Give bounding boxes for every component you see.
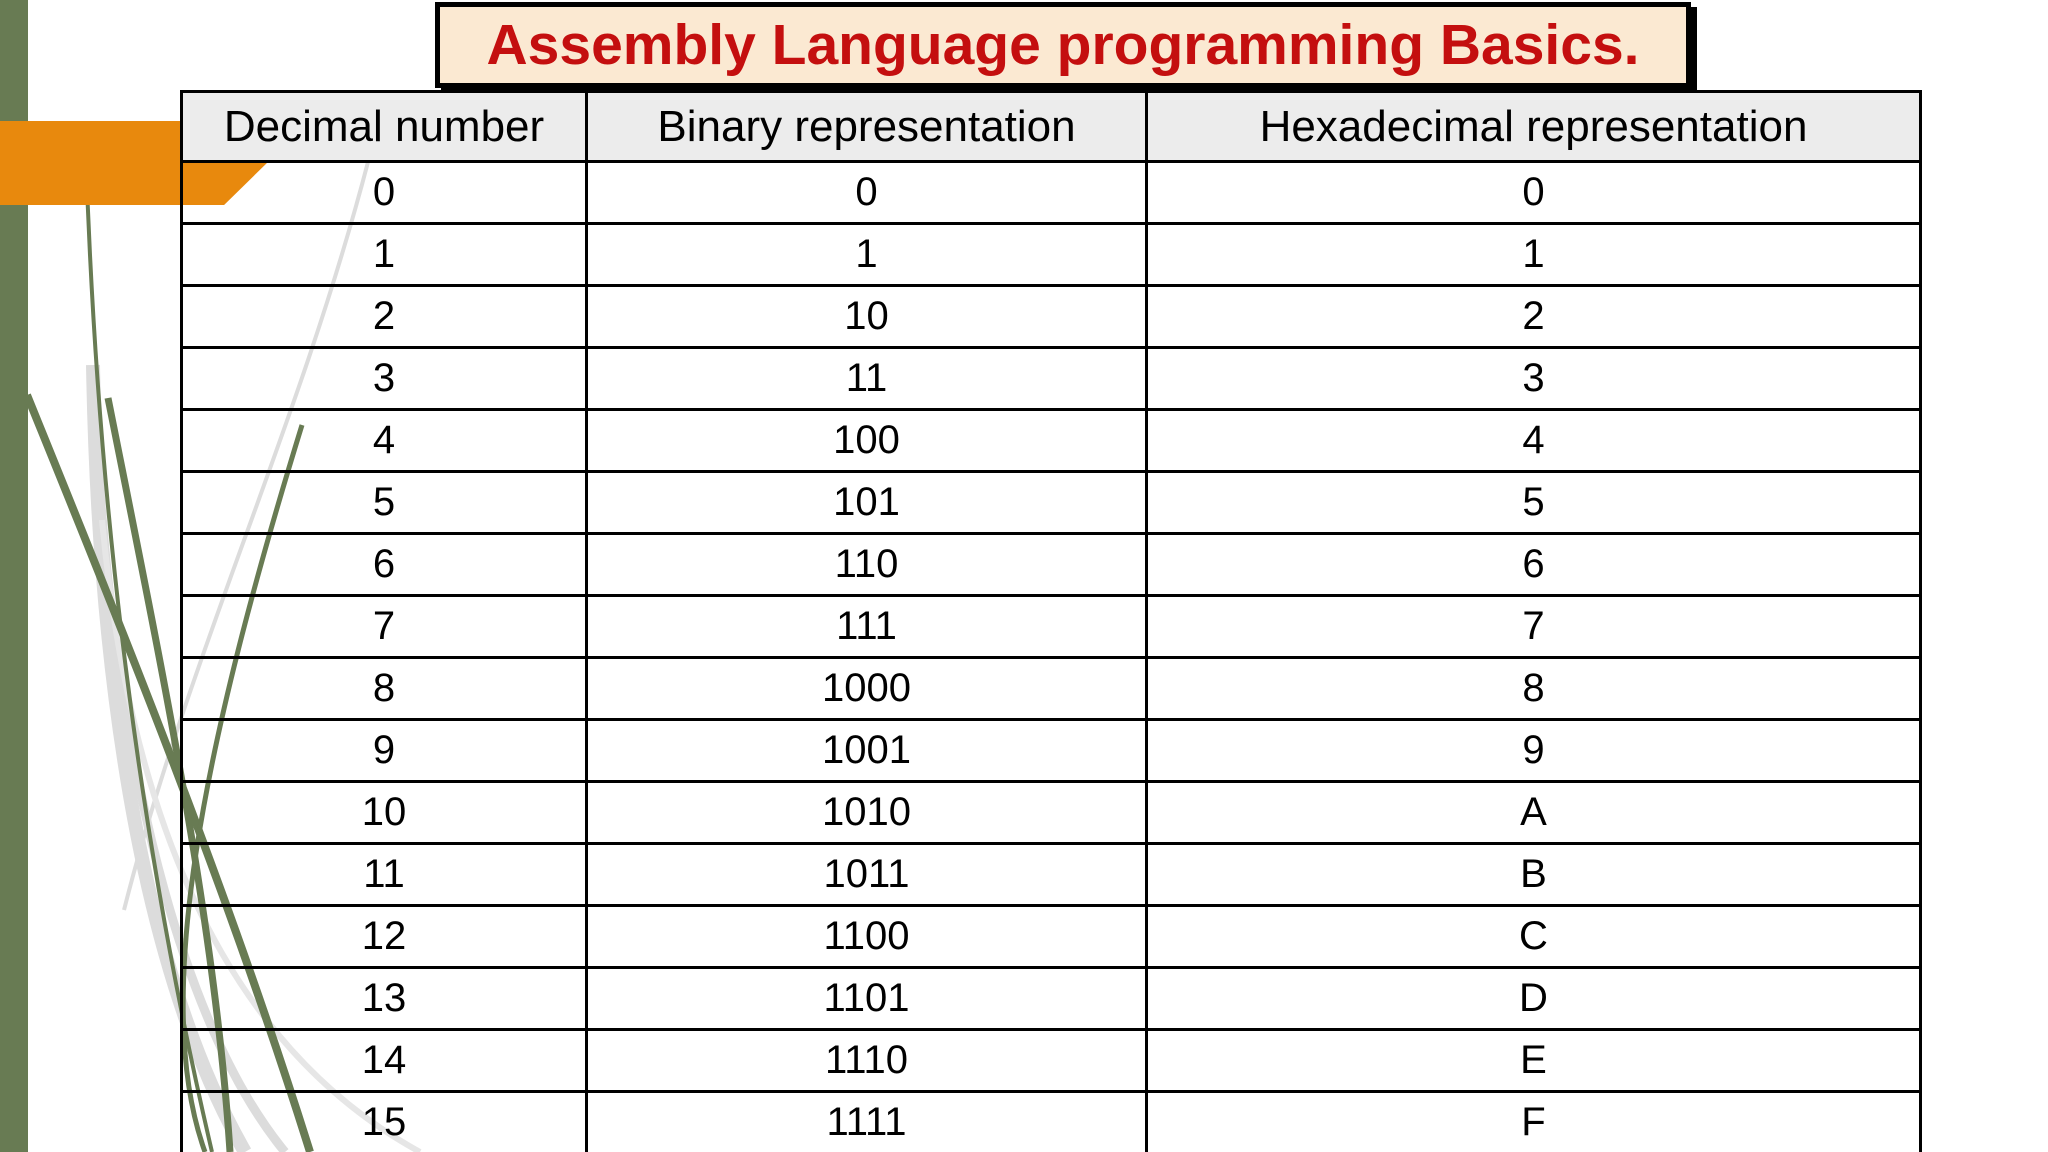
cell-decimal: 5 bbox=[180, 470, 588, 535]
cell-decimal: 0 bbox=[180, 160, 588, 225]
cell-hex: 4 bbox=[1145, 408, 1922, 473]
cell-hex: 8 bbox=[1145, 656, 1922, 721]
cell-binary: 1010 bbox=[585, 780, 1148, 845]
table-row: 12 1100 C bbox=[180, 904, 1922, 969]
table-row: 9 1001 9 bbox=[180, 718, 1922, 783]
table-row: 15 1111 F bbox=[180, 1090, 1922, 1152]
orange-ribbon bbox=[0, 121, 180, 205]
table-row: 10 1010 A bbox=[180, 780, 1922, 845]
cell-binary: 110 bbox=[585, 532, 1148, 597]
cell-binary: 1000 bbox=[585, 656, 1148, 721]
cell-decimal: 3 bbox=[180, 346, 588, 411]
table-row: 2 10 2 bbox=[180, 284, 1922, 349]
cell-hex: F bbox=[1145, 1090, 1922, 1152]
cell-decimal: 13 bbox=[180, 966, 588, 1031]
cell-binary: 1110 bbox=[585, 1028, 1148, 1093]
table-row: 13 1101 D bbox=[180, 966, 1922, 1031]
cell-hex: 5 bbox=[1145, 470, 1922, 535]
cell-decimal: 2 bbox=[180, 284, 588, 349]
table-row: 3 11 3 bbox=[180, 346, 1922, 411]
cell-decimal: 12 bbox=[180, 904, 588, 969]
table-row: 8 1000 8 bbox=[180, 656, 1922, 721]
cell-hex: C bbox=[1145, 904, 1922, 969]
cell-hex: B bbox=[1145, 842, 1922, 907]
cell-binary: 0 bbox=[585, 160, 1148, 225]
cell-binary: 1 bbox=[585, 222, 1148, 287]
table-row: 4 100 4 bbox=[180, 408, 1922, 473]
cell-decimal: 6 bbox=[180, 532, 588, 597]
cell-hex: 0 bbox=[1145, 160, 1922, 225]
title-box: Assembly Language programming Basics. bbox=[435, 2, 1691, 88]
cell-binary: 111 bbox=[585, 594, 1148, 659]
cell-hex: 3 bbox=[1145, 346, 1922, 411]
cell-hex: 9 bbox=[1145, 718, 1922, 783]
cell-binary: 1011 bbox=[585, 842, 1148, 907]
cell-binary: 100 bbox=[585, 408, 1148, 473]
table-row: 14 1110 E bbox=[180, 1028, 1922, 1093]
cell-hex: 7 bbox=[1145, 594, 1922, 659]
column-header-binary: Binary representation bbox=[585, 90, 1148, 163]
table-row: 6 110 6 bbox=[180, 532, 1922, 597]
cell-hex: 1 bbox=[1145, 222, 1922, 287]
cell-decimal: 9 bbox=[180, 718, 588, 783]
column-header-decimal: Decimal number bbox=[180, 90, 588, 163]
cell-binary: 11 bbox=[585, 346, 1148, 411]
cell-binary: 1101 bbox=[585, 966, 1148, 1031]
conversion-table: Decimal number Binary representation Hexad… bbox=[180, 90, 1922, 1152]
cell-hex: D bbox=[1145, 966, 1922, 1031]
table-row: 7 111 7 bbox=[180, 594, 1922, 659]
cell-decimal: 7 bbox=[180, 594, 588, 659]
table-row: 5 101 5 bbox=[180, 470, 1922, 535]
cell-binary: 10 bbox=[585, 284, 1148, 349]
cell-binary: 1001 bbox=[585, 718, 1148, 783]
cell-decimal: 14 bbox=[180, 1028, 588, 1093]
cell-hex: 6 bbox=[1145, 532, 1922, 597]
cell-decimal: 4 bbox=[180, 408, 588, 473]
cell-decimal: 1 bbox=[180, 222, 588, 287]
cell-decimal: 8 bbox=[180, 656, 588, 721]
cell-decimal: 15 bbox=[180, 1090, 588, 1152]
table-header-row: Decimal number Binary representation Hexad… bbox=[180, 90, 1922, 163]
page-title: Assembly Language programming Basics. bbox=[486, 13, 1640, 77]
cell-hex: A bbox=[1145, 780, 1922, 845]
cell-binary: 101 bbox=[585, 470, 1148, 535]
table-row: 11 1011 B bbox=[180, 842, 1922, 907]
cell-binary: 1100 bbox=[585, 904, 1148, 969]
cell-hex: E bbox=[1145, 1028, 1922, 1093]
cell-hex: 2 bbox=[1145, 284, 1922, 349]
column-header-hex: Hexadecimal representation bbox=[1145, 90, 1922, 163]
cell-binary: 1111 bbox=[585, 1090, 1148, 1152]
cell-decimal: 11 bbox=[180, 842, 588, 907]
cell-decimal: 10 bbox=[180, 780, 588, 845]
